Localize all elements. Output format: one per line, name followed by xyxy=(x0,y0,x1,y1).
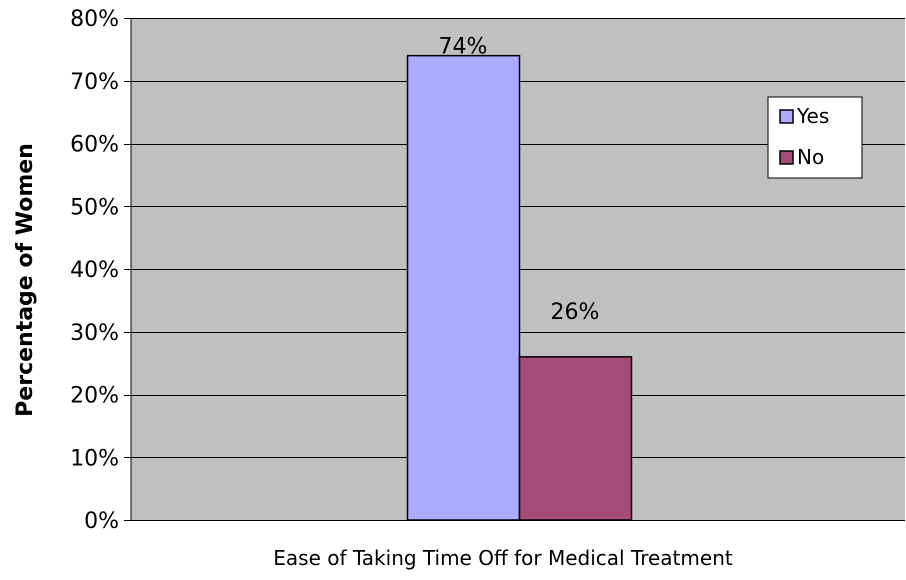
y-tick-label: 50% xyxy=(70,195,119,220)
y-tick-label: 40% xyxy=(70,258,119,283)
y-tick-label: 10% xyxy=(70,446,119,471)
legend-label-no: No xyxy=(797,145,824,169)
legend-swatch-no xyxy=(779,150,794,165)
y-tick-label: 70% xyxy=(70,70,119,95)
bars xyxy=(406,54,633,521)
y-tick-label: 0% xyxy=(84,509,119,534)
y-tick-label: 20% xyxy=(70,384,119,409)
y-tick-labels: 0% 10% 20% 30% 40% 50% 60% 70% 80% xyxy=(70,7,119,534)
y-tick-label: 80% xyxy=(70,7,119,32)
y-tick-label: 60% xyxy=(70,133,119,158)
data-labels: 74% 26% xyxy=(439,35,600,325)
x-axis-title: Ease of Taking Time Off for Medical Trea… xyxy=(273,546,733,570)
data-label-no: 26% xyxy=(551,300,600,325)
bar-no xyxy=(518,356,633,521)
legend-label-yes: Yes xyxy=(796,104,829,128)
y-axis-title: Percentage of Women xyxy=(13,143,38,417)
y-axis xyxy=(124,18,132,521)
bar-yes xyxy=(406,54,521,521)
legend-swatch-yes xyxy=(779,109,794,124)
legend: Yes No xyxy=(767,96,863,179)
data-label-yes: 74% xyxy=(439,35,488,60)
y-tick-label: 30% xyxy=(70,321,119,346)
